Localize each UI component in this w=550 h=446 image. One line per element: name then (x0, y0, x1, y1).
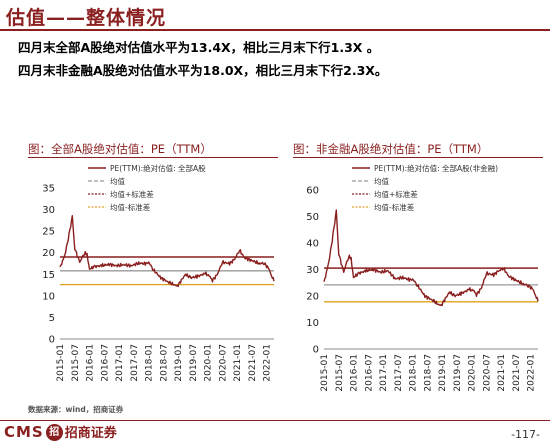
cms-logo: CMS 招招商证券 (4, 422, 117, 441)
legend-label-3: 均值-标准差 (110, 202, 151, 212)
y-tick-label-20: 20 (306, 292, 319, 303)
y-tick-label-10: 10 (42, 291, 55, 302)
legend-label-1: 均值 (110, 176, 125, 186)
x-tick-label-11: 2020-07 (482, 354, 492, 392)
y-tick-label-0: 0 (49, 335, 55, 346)
y-tick-label-25: 25 (42, 227, 55, 238)
x-tick-label-3: 2016-07 (100, 344, 110, 382)
x-tick-label-4: 2017-01 (115, 344, 125, 382)
pe-series-line (323, 209, 539, 307)
x-tick-label-8: 2019-01 (174, 344, 184, 382)
x-tick-label-9: 2019-07 (189, 344, 199, 382)
x-tick-label-3: 2016-07 (364, 354, 374, 392)
x-tick-label-4: 2017-01 (379, 354, 389, 392)
x-tick-label-2: 2016-01 (86, 344, 96, 382)
x-tick-label-12: 2021-01 (497, 354, 507, 392)
y-tick-label-20: 20 (42, 248, 55, 259)
y-tick-label-50: 50 (306, 212, 319, 223)
legend-label-1: 均值 (374, 176, 389, 186)
page-number: -117- (511, 428, 540, 441)
x-tick-label-1: 2015-07 (71, 344, 81, 382)
footer-divider (0, 420, 550, 421)
y-tick-label-10: 10 (306, 318, 319, 329)
x-tick-label-1: 2015-07 (335, 354, 345, 392)
chart-2-title: 图：非金融A股绝对估值：PE（TTM） (293, 142, 489, 156)
chart-1-title-rule (28, 157, 278, 158)
x-tick-label-0: 2015-01 (320, 354, 330, 392)
x-tick-label-13: 2021-07 (512, 354, 522, 392)
legend-label-0: PE(TTM):绝对估值: 全部A股(非金融) (374, 163, 498, 173)
y-tick-label-35: 35 (42, 184, 55, 195)
x-tick-label-10: 2020-01 (204, 344, 214, 382)
y-tick-label-0: 0 (313, 345, 319, 356)
chart-1-title: 图：全部A股绝对估值：PE（TTM） (28, 142, 212, 156)
legend-label-3: 均值-标准差 (374, 202, 415, 212)
x-tick-label-14: 2022-01 (263, 344, 273, 382)
legend-label-0: PE(TTM):绝对估值: 全部A股 (110, 163, 206, 173)
x-tick-label-13: 2021-07 (248, 344, 258, 382)
title-divider (0, 29, 550, 31)
x-tick-label-7: 2018-07 (423, 354, 433, 392)
y-tick-label-30: 30 (306, 265, 319, 276)
data-source: 数据来源：wind，招商证券 (28, 405, 124, 414)
page-title: 估值——整体情况 (6, 7, 167, 29)
x-tick-label-8: 2019-01 (438, 354, 448, 392)
x-tick-label-5: 2017-07 (394, 354, 404, 392)
y-tick-label-60: 60 (306, 186, 319, 197)
x-tick-label-14: 2022-01 (527, 354, 537, 392)
x-tick-label-2: 2016-01 (350, 354, 360, 392)
x-tick-label-6: 2018-01 (409, 354, 419, 392)
logo-text: CMS (4, 423, 44, 441)
x-tick-label-10: 2020-01 (468, 354, 478, 392)
legend-label-2: 均值+标准差 (110, 189, 154, 199)
y-tick-label-30: 30 (42, 205, 55, 216)
x-tick-label-0: 2015-01 (56, 344, 66, 382)
logo-badge-icon: 招 (45, 424, 63, 441)
logo-cn-text: 招商证券 (64, 426, 117, 441)
summary-line-all-a: 四月末全部A股绝对估值水平为13.4X，相比三月末下行1.3X 。 (18, 40, 380, 55)
summary-line-non-financial: 四月末非金融A股绝对估值水平为18.0X，相比三月末下行2.3X。 (18, 63, 388, 78)
x-tick-label-7: 2018-07 (159, 344, 169, 382)
x-tick-label-12: 2021-01 (233, 344, 243, 382)
chart-2-title-rule (293, 157, 543, 158)
pe-series-line (59, 215, 275, 288)
x-tick-label-5: 2017-07 (130, 344, 140, 382)
x-tick-label-11: 2020-07 (218, 344, 228, 382)
y-tick-label-15: 15 (42, 270, 55, 281)
x-tick-label-9: 2019-07 (453, 354, 463, 392)
y-tick-label-5: 5 (49, 313, 55, 324)
legend-label-2: 均值+标准差 (374, 189, 418, 199)
x-tick-label-6: 2018-01 (145, 344, 155, 382)
y-tick-label-40: 40 (306, 239, 319, 250)
